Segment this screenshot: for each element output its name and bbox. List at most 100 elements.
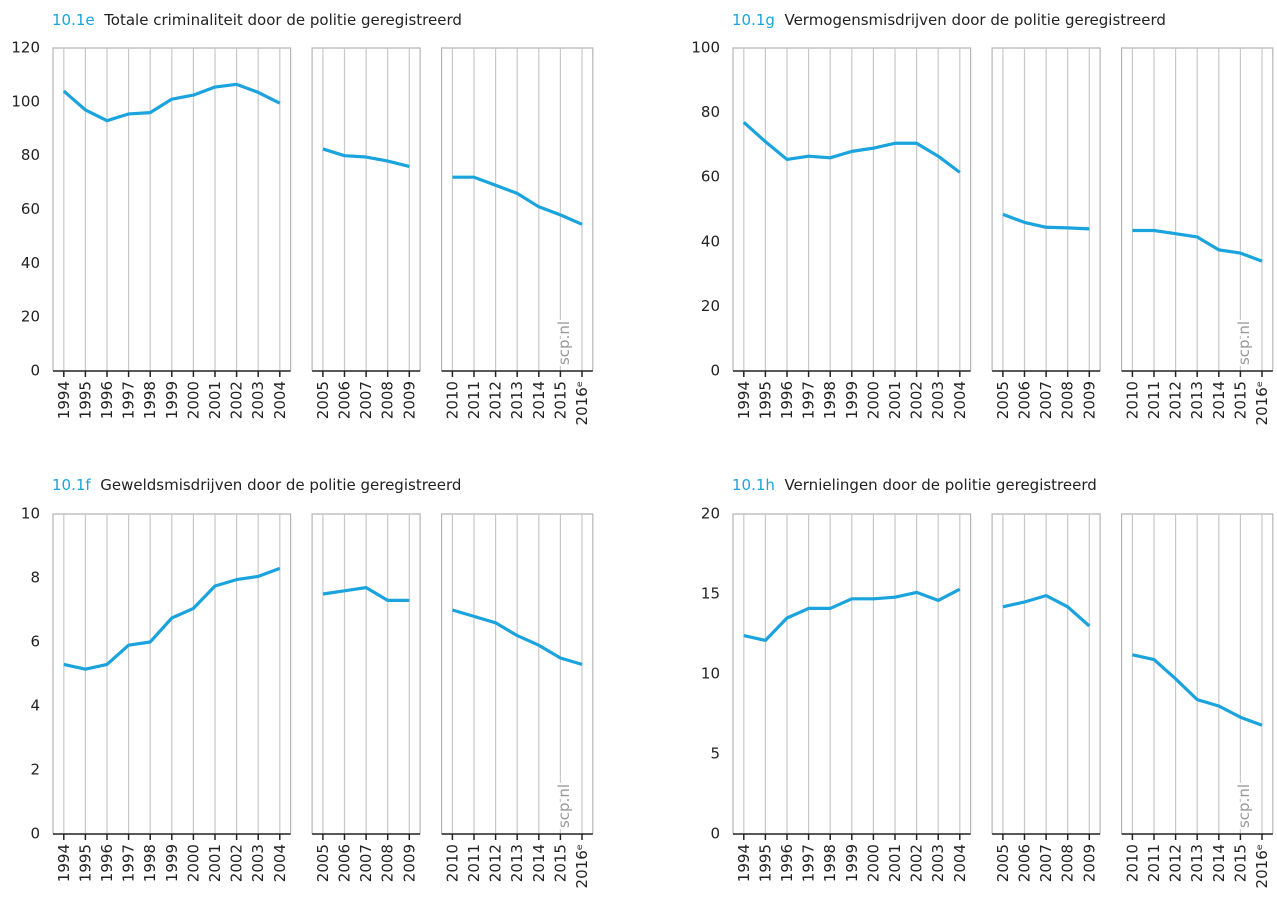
x-tick-label: 2008 <box>379 844 397 882</box>
x-tick-label: 2005 <box>994 844 1012 882</box>
x-tick-label: 2016ᵉ <box>573 844 591 888</box>
x-tick-label: 1995 <box>756 844 774 882</box>
y-tick-label: 60 <box>21 200 40 218</box>
data-line <box>743 587 961 642</box>
x-tick-label: 2002 <box>908 381 926 419</box>
x-tick-label: 2002 <box>228 381 246 419</box>
chart-title: 10.1e Totale criminaliteit door de polit… <box>52 11 462 29</box>
x-tick-label: 2014 <box>1210 844 1228 882</box>
x-tick-label: 2009 <box>400 844 418 882</box>
y-tick-label: 20 <box>701 505 720 523</box>
x-tick-label: 2002 <box>908 844 926 882</box>
x-tick-label: 1994 <box>735 381 753 419</box>
x-tick-label: 2009 <box>400 381 418 419</box>
x-tick-label: 2000 <box>864 381 882 419</box>
y-tick-label: 100 <box>691 39 720 57</box>
chart-label: 10.1f <box>52 476 91 494</box>
data-line <box>451 608 583 666</box>
x-tick-label: 2016ᵉ <box>573 381 591 425</box>
x-tick-label: 1998 <box>141 844 159 882</box>
y-tick-label: 20 <box>21 308 40 326</box>
x-tick-label: 2014 <box>1210 381 1228 419</box>
y-tick-label: 5 <box>710 745 720 763</box>
x-tick-label: 2003 <box>249 381 267 419</box>
x-tick-label: 2015 <box>551 381 569 419</box>
x-tick-label: 2004 <box>271 381 289 419</box>
y-tick-label: 80 <box>701 103 720 121</box>
y-tick-label: 120 <box>11 39 40 57</box>
x-tick-label: 2015 <box>1231 844 1249 882</box>
x-tick-label: 1999 <box>163 381 181 419</box>
x-tick-label: 1995 <box>76 381 94 419</box>
x-tick-label: 2007 <box>1037 381 1055 419</box>
y-tick-label: 8 <box>30 569 40 587</box>
x-tick-label: 2007 <box>357 381 375 419</box>
x-tick-label: 1999 <box>843 844 861 882</box>
x-tick-label: 2013 <box>508 844 526 882</box>
x-tick-label: 1999 <box>163 844 181 882</box>
x-tick-label: 2015 <box>551 844 569 882</box>
x-tick-label: 2011 <box>1145 844 1163 882</box>
x-tick-label: 2003 <box>249 844 267 882</box>
x-tick-label: 2011 <box>465 844 483 882</box>
x-tick-label: 2002 <box>228 844 246 882</box>
x-tick-label: 1996 <box>98 844 116 882</box>
y-tick-label: 0 <box>30 825 40 843</box>
x-tick-label: 2015 <box>1231 381 1249 419</box>
chart-label: 10.1e <box>52 11 95 29</box>
y-tick-label: 10 <box>701 665 720 683</box>
chart-title: 10.1h Vernielingen door de politie gereg… <box>732 476 1097 494</box>
x-tick-label: 1999 <box>843 381 861 419</box>
x-tick-label: 2005 <box>314 381 332 419</box>
y-tick-label: 15 <box>701 585 720 603</box>
data-line <box>322 586 410 602</box>
x-tick-label: 2010 <box>443 844 461 882</box>
x-tick-label: 2001 <box>886 381 904 419</box>
data-line <box>63 566 281 671</box>
x-tick-label: 2008 <box>379 381 397 419</box>
data-line <box>1132 228 1263 263</box>
y-tick-label: 40 <box>21 254 40 272</box>
x-tick-label: 2004 <box>951 844 969 882</box>
x-tick-label: 2001 <box>206 844 224 882</box>
y-tick-label: 10 <box>21 505 40 523</box>
x-tick-label: 2013 <box>508 381 526 419</box>
x-tick-label: 1997 <box>800 381 818 419</box>
x-tick-label: 2013 <box>1188 381 1206 419</box>
x-tick-label: 2004 <box>951 381 969 419</box>
x-tick-label: 2011 <box>465 381 483 419</box>
data-line <box>1132 653 1263 727</box>
x-tick-label: 2016ᵉ <box>1253 381 1271 425</box>
chart-title-text: Vermogensmisdrijven door de politie gere… <box>784 11 1165 29</box>
x-tick-label: 1998 <box>821 844 839 882</box>
x-tick-label: 2016ᵉ <box>1253 844 1271 888</box>
x-tick-label: 2006 <box>336 844 354 882</box>
x-tick-label: 2000 <box>184 844 202 882</box>
x-tick-label: 1995 <box>756 381 774 419</box>
x-tick-label: 2007 <box>357 844 375 882</box>
x-tick-label: 2014 <box>530 844 548 882</box>
x-tick-label: 2012 <box>1167 844 1185 882</box>
x-tick-label: 2009 <box>1080 844 1098 882</box>
y-tick-label: 20 <box>701 297 720 315</box>
chart-title: 10.1f Geweldsmisdrijven door de politie … <box>52 476 461 494</box>
x-tick-label: 2006 <box>1016 844 1034 882</box>
x-tick-label: 2009 <box>1080 381 1098 419</box>
watermark: scp.nl <box>555 784 573 828</box>
chart-title-text: Totale criminaliteit door de politie ger… <box>103 11 462 29</box>
data-line <box>742 121 961 174</box>
chart-label: 10.1h <box>732 476 775 494</box>
x-tick-label: 2006 <box>1016 381 1034 419</box>
chart-title: 10.1g Vermogensmisdrijven door de politi… <box>732 11 1166 29</box>
watermark: scp.nl <box>1235 784 1253 828</box>
y-tick-label: 2 <box>30 761 40 779</box>
x-tick-label: 2005 <box>994 381 1012 419</box>
x-tick-label: 2000 <box>184 381 202 419</box>
watermark: scp.nl <box>555 321 573 365</box>
x-tick-label: 2008 <box>1059 381 1077 419</box>
x-tick-label: 1994 <box>735 844 753 882</box>
x-tick-label: 2010 <box>443 381 461 419</box>
data-line <box>1002 594 1091 628</box>
data-line <box>322 147 410 168</box>
